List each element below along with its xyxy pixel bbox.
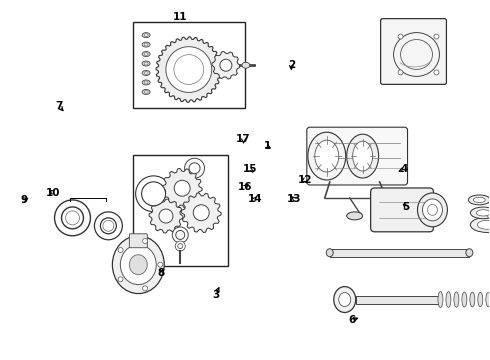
Bar [330,249,469,257]
Ellipse shape [486,211,490,219]
Text: 6: 6 [349,315,356,325]
Text: 4: 4 [400,164,408,174]
Ellipse shape [315,140,339,172]
FancyBboxPatch shape [370,188,434,232]
Ellipse shape [100,218,116,234]
FancyBboxPatch shape [307,127,408,185]
Ellipse shape [185,158,204,178]
Ellipse shape [176,230,185,239]
Text: 10: 10 [46,188,61,198]
Ellipse shape [446,292,451,307]
Ellipse shape [476,210,490,216]
Ellipse shape [242,62,250,68]
Ellipse shape [166,47,212,93]
Ellipse shape [175,241,185,251]
FancyBboxPatch shape [381,19,446,84]
Polygon shape [162,168,202,208]
Text: 13: 13 [287,194,301,204]
Ellipse shape [142,61,150,66]
Ellipse shape [62,207,83,229]
Ellipse shape [398,70,403,75]
Ellipse shape [112,236,164,293]
Text: 15: 15 [243,164,257,174]
Polygon shape [212,51,240,79]
Ellipse shape [95,212,122,240]
Ellipse shape [438,292,443,307]
Ellipse shape [478,292,483,307]
Ellipse shape [118,248,123,252]
Ellipse shape [427,204,438,215]
Ellipse shape [142,33,150,37]
Ellipse shape [347,134,379,178]
Text: 11: 11 [173,12,188,22]
Text: 12: 12 [297,175,312,185]
Ellipse shape [434,34,439,39]
Ellipse shape [220,59,232,71]
Ellipse shape [462,292,467,307]
FancyBboxPatch shape [129,234,147,248]
Ellipse shape [422,199,442,221]
Bar [133,22,245,108]
Ellipse shape [470,207,490,219]
Text: 14: 14 [247,194,262,204]
Bar [356,296,441,303]
Ellipse shape [159,209,173,223]
Ellipse shape [193,205,209,221]
Ellipse shape [118,277,123,282]
Ellipse shape [468,195,490,205]
Text: 7: 7 [56,102,63,112]
Ellipse shape [480,208,490,222]
Ellipse shape [477,220,490,229]
Text: 9: 9 [21,195,28,205]
Text: 16: 16 [238,182,252,192]
Ellipse shape [178,244,183,248]
Ellipse shape [142,182,166,206]
Ellipse shape [54,200,91,236]
Text: 3: 3 [212,290,220,300]
Text: 2: 2 [288,60,295,70]
Ellipse shape [142,71,150,76]
Ellipse shape [466,249,473,257]
Ellipse shape [142,51,150,57]
Ellipse shape [143,238,147,243]
Ellipse shape [398,34,403,39]
Polygon shape [156,37,221,102]
Ellipse shape [172,227,188,243]
Polygon shape [149,199,183,233]
Ellipse shape [142,89,150,94]
Ellipse shape [334,287,356,312]
Ellipse shape [326,249,333,257]
Ellipse shape [174,180,190,196]
Text: 5: 5 [403,202,410,212]
Ellipse shape [136,176,172,212]
Ellipse shape [143,286,147,291]
Ellipse shape [470,292,475,307]
Ellipse shape [121,245,156,285]
Ellipse shape [353,141,372,171]
Text: 17: 17 [236,134,251,144]
Ellipse shape [434,70,439,75]
Ellipse shape [158,262,163,267]
Ellipse shape [454,292,459,307]
Ellipse shape [142,42,150,47]
Ellipse shape [189,163,200,174]
Ellipse shape [347,212,363,220]
Text: 1: 1 [263,141,270,151]
Ellipse shape [417,193,447,227]
Ellipse shape [339,293,351,306]
Ellipse shape [486,292,490,307]
Ellipse shape [142,80,150,85]
Bar [133,155,228,266]
Ellipse shape [308,132,346,180]
Ellipse shape [470,217,490,233]
Ellipse shape [129,255,147,275]
Polygon shape [181,193,221,233]
Ellipse shape [473,197,485,203]
Text: 8: 8 [157,268,165,278]
